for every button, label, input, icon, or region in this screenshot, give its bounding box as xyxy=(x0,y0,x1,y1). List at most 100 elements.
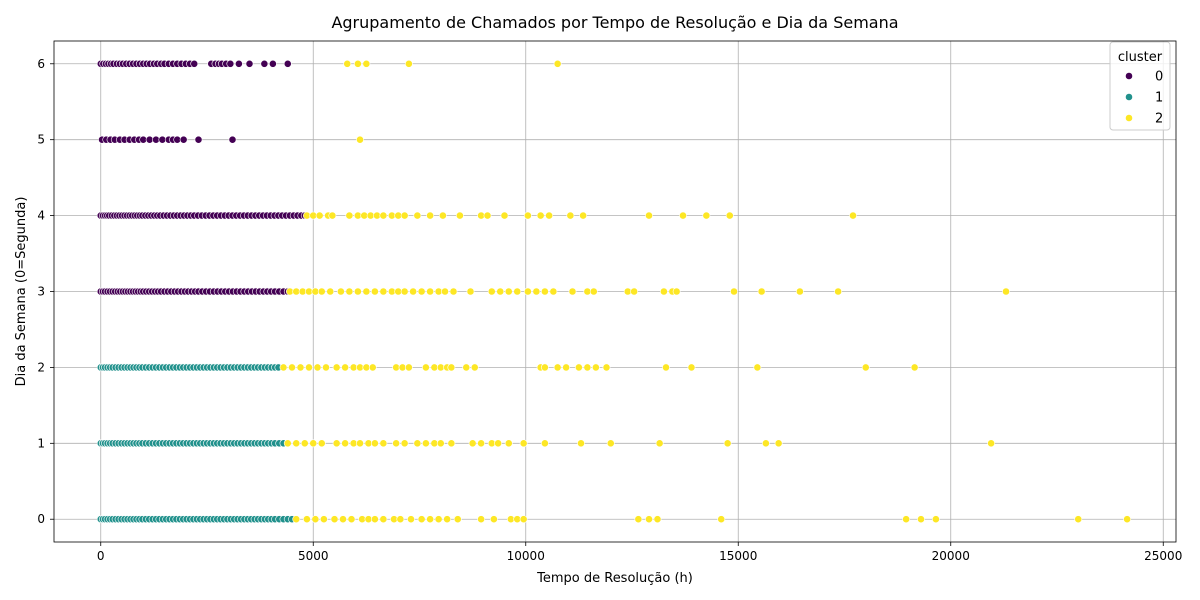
series-cluster-0 xyxy=(96,59,309,296)
data-point xyxy=(413,439,422,448)
data-point xyxy=(466,287,475,296)
data-point xyxy=(753,363,762,372)
data-point xyxy=(179,135,188,144)
data-point xyxy=(379,515,388,524)
data-point xyxy=(313,363,322,372)
data-point xyxy=(577,439,585,448)
data-point xyxy=(462,363,471,372)
data-point xyxy=(353,287,362,296)
data-point xyxy=(574,363,583,372)
data-point xyxy=(194,135,203,144)
x-tick-label: 0 xyxy=(97,549,105,563)
data-point xyxy=(1123,515,1132,524)
data-point xyxy=(343,59,352,68)
data-point xyxy=(513,287,522,296)
data-point xyxy=(345,287,354,296)
data-point xyxy=(268,59,277,68)
data-point xyxy=(519,515,528,524)
data-point xyxy=(426,211,435,220)
y-tick-label: 3 xyxy=(37,285,45,299)
data-point xyxy=(319,515,328,524)
x-axis-label: Tempo de Resolução (h) xyxy=(536,571,693,586)
data-point xyxy=(987,439,996,448)
data-point xyxy=(309,439,318,448)
data-point xyxy=(583,363,592,372)
data-point xyxy=(725,211,734,220)
data-point xyxy=(931,515,940,524)
data-point xyxy=(630,287,639,296)
data-point xyxy=(426,287,435,296)
data-point xyxy=(540,363,549,372)
data-point xyxy=(553,363,562,372)
x-axis-ticks: 0 5000 10000 15000 20000 25000 xyxy=(97,542,1182,563)
data-point xyxy=(305,363,313,372)
legend-label: 0 xyxy=(1155,70,1163,85)
data-point xyxy=(441,287,449,296)
legend-title: cluster xyxy=(1118,50,1163,65)
data-point xyxy=(392,439,401,448)
data-point xyxy=(483,211,492,220)
data-point xyxy=(540,439,549,448)
data-point xyxy=(288,363,296,372)
data-point xyxy=(345,211,354,220)
data-point xyxy=(226,59,235,68)
legend-items: 0 1 2 xyxy=(1125,70,1163,127)
data-point xyxy=(368,363,377,372)
data-point xyxy=(553,59,562,68)
data-point xyxy=(902,515,911,524)
data-point xyxy=(379,211,388,220)
data-point xyxy=(917,515,925,524)
data-point xyxy=(379,439,388,448)
data-point xyxy=(228,135,237,144)
data-point xyxy=(655,439,664,448)
data-point xyxy=(190,59,199,68)
data-point xyxy=(447,363,456,372)
data-point xyxy=(362,287,371,296)
data-point xyxy=(730,287,738,296)
data-point xyxy=(260,59,269,68)
y-tick-label: 0 xyxy=(37,512,45,526)
x-tick-label: 20000 xyxy=(932,549,970,563)
legend-marker xyxy=(1125,114,1133,122)
data-point xyxy=(379,287,388,296)
data-point xyxy=(532,287,541,296)
data-point xyxy=(356,439,364,448)
data-point xyxy=(328,211,337,220)
data-point xyxy=(679,211,687,220)
data-point xyxy=(447,439,456,448)
y-axis-ticks: 0 1 2 3 4 5 6 xyxy=(37,57,54,526)
data-point xyxy=(322,363,330,372)
data-point xyxy=(702,211,711,220)
data-point xyxy=(326,287,335,296)
data-point xyxy=(362,59,371,68)
data-point xyxy=(645,515,653,524)
chart-title: Agrupamento de Chamados por Tempo de Res… xyxy=(331,13,898,32)
y-tick-label: 2 xyxy=(37,360,45,374)
data-point xyxy=(634,515,643,524)
data-point xyxy=(436,439,445,448)
data-point xyxy=(449,287,458,296)
data-point xyxy=(568,287,577,296)
data-point xyxy=(341,363,350,372)
data-point xyxy=(453,515,462,524)
data-point xyxy=(540,287,549,296)
legend: cluster 0 1 2 xyxy=(1109,41,1171,131)
data-point xyxy=(404,59,413,68)
data-point xyxy=(1074,515,1083,524)
legend-label: 1 xyxy=(1155,91,1163,106)
x-tick-label: 25000 xyxy=(1144,549,1182,563)
data-point xyxy=(292,515,301,524)
data-point xyxy=(774,439,783,448)
y-tick-label: 6 xyxy=(37,57,45,71)
data-point xyxy=(523,287,532,296)
data-point xyxy=(283,439,292,448)
y-axis-label: Dia da Semana (0=Segunda) xyxy=(14,197,29,387)
data-point xyxy=(341,439,350,448)
data-point xyxy=(336,287,345,296)
data-point xyxy=(761,439,770,448)
data-point xyxy=(861,363,870,372)
data-point xyxy=(645,211,653,220)
data-point xyxy=(687,363,696,372)
data-point xyxy=(795,287,804,296)
data-point xyxy=(523,211,532,220)
